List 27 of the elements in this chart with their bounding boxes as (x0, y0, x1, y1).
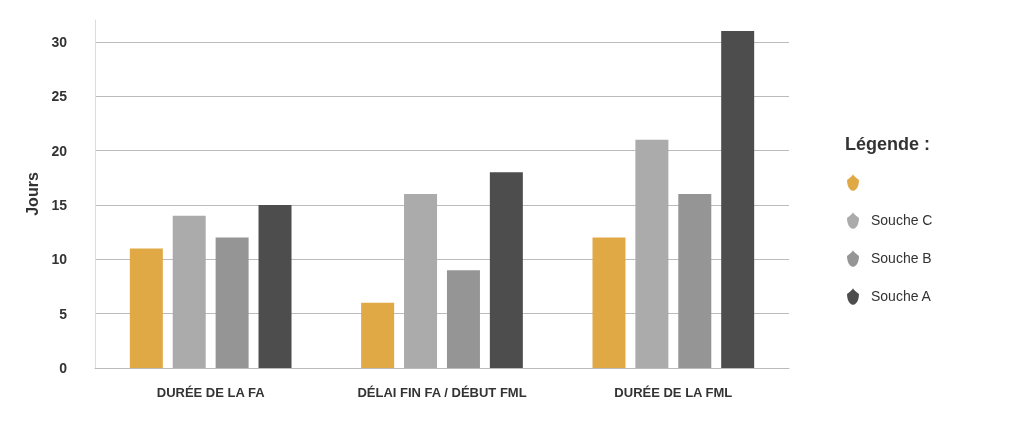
x-tick-label: DURÉE DE LA FML (614, 385, 733, 400)
x-tick-label: DURÉE DE LA FA (156, 385, 266, 400)
y-tick-label: 30 (51, 33, 68, 50)
legend-label: Souche A (871, 288, 932, 304)
bar (361, 302, 395, 368)
x-tick-label: DÉLAI FIN FA / DÉBUT FML (357, 385, 527, 400)
y-tick-label: 5 (59, 305, 68, 322)
bar (721, 30, 755, 368)
bar (635, 139, 669, 368)
bar (489, 172, 523, 368)
y-tick-label: 10 (51, 251, 68, 268)
bar (172, 215, 206, 368)
bar (446, 270, 480, 368)
y-tick-label: 15 (51, 196, 68, 213)
bar (258, 204, 292, 368)
legend-label: Souche B (871, 250, 932, 266)
bar (592, 237, 626, 368)
y-tick-label: 25 (51, 88, 68, 105)
y-tick-label: 20 (51, 142, 68, 159)
bar (678, 194, 712, 368)
y-tick-label: 0 (59, 360, 68, 376)
bar (129, 248, 163, 368)
legend-title: Légende : (845, 134, 931, 154)
bar (215, 237, 249, 368)
bar (404, 194, 438, 368)
y-axis-title: Jours (23, 172, 41, 216)
legend-label: Souche C (871, 212, 933, 228)
